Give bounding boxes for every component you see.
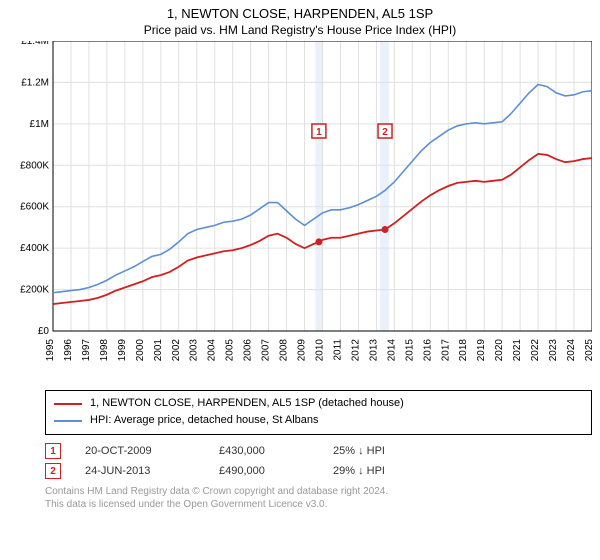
svg-text:2000: 2000 xyxy=(135,338,146,361)
legend: 1, NEWTON CLOSE, HARPENDEN, AL5 1SP (det… xyxy=(45,390,592,435)
sale-price: £490,000 xyxy=(219,465,309,477)
svg-text:2019: 2019 xyxy=(476,338,487,361)
legend-label: HPI: Average price, detached house, St A… xyxy=(90,412,319,430)
footnote-line: Contains HM Land Registry data © Crown c… xyxy=(45,485,592,498)
svg-text:2017: 2017 xyxy=(440,338,451,361)
svg-text:2005: 2005 xyxy=(225,338,236,361)
sale-row: 2 24-JUN-2013 £490,000 29% ↓ HPI xyxy=(45,461,592,481)
svg-text:2009: 2009 xyxy=(297,338,308,361)
svg-text:2: 2 xyxy=(382,127,388,138)
page-title: 1, NEWTON CLOSE, HARPENDEN, AL5 1SP xyxy=(0,0,600,23)
svg-text:1997: 1997 xyxy=(81,338,92,361)
svg-text:2013: 2013 xyxy=(368,338,379,361)
svg-text:1995: 1995 xyxy=(45,338,56,361)
footnote: Contains HM Land Registry data © Crown c… xyxy=(45,485,592,511)
svg-text:1999: 1999 xyxy=(117,338,128,361)
legend-swatch xyxy=(54,420,82,422)
legend-label: 1, NEWTON CLOSE, HARPENDEN, AL5 1SP (det… xyxy=(90,395,404,413)
svg-text:2021: 2021 xyxy=(512,338,523,361)
svg-text:2016: 2016 xyxy=(422,338,433,361)
svg-text:2010: 2010 xyxy=(315,338,326,361)
sale-date: 24-JUN-2013 xyxy=(85,465,195,477)
svg-text:£400K: £400K xyxy=(20,243,49,254)
svg-text:£1M: £1M xyxy=(30,119,49,130)
page-subtitle: Price paid vs. HM Land Registry's House … xyxy=(0,23,600,41)
sale-marker: 2 xyxy=(45,463,61,479)
chart-svg: £0 £200K £400K £600K £800K £1M £1.2M £1.4M 1995 1… xyxy=(8,41,592,381)
svg-text:1998: 1998 xyxy=(99,338,110,361)
svg-text:2001: 2001 xyxy=(153,338,164,361)
svg-text:£1.4M: £1.4M xyxy=(21,41,49,47)
svg-text:2002: 2002 xyxy=(171,338,182,361)
sale-row: 1 20-OCT-2009 £430,000 25% ↓ HPI xyxy=(45,441,592,461)
sale-date: 20-OCT-2009 xyxy=(85,445,195,457)
svg-text:£0: £0 xyxy=(38,326,50,337)
svg-text:£600K: £600K xyxy=(20,202,49,213)
svg-text:£1.2M: £1.2M xyxy=(21,77,49,88)
svg-text:2020: 2020 xyxy=(494,338,505,361)
sales-table: 1 20-OCT-2009 £430,000 25% ↓ HPI 2 24-JUN-201… xyxy=(45,441,592,481)
sale-price: £430,000 xyxy=(219,445,309,457)
svg-text:£800K: £800K xyxy=(20,160,49,171)
svg-text:2023: 2023 xyxy=(548,338,559,361)
sale-diff: 29% ↓ HPI xyxy=(333,465,433,477)
svg-text:2012: 2012 xyxy=(350,338,361,361)
svg-text:2015: 2015 xyxy=(404,338,415,361)
svg-text:2003: 2003 xyxy=(189,338,200,361)
footnote-line: This data is licensed under the Open Gov… xyxy=(45,498,592,511)
svg-text:2018: 2018 xyxy=(458,338,469,361)
svg-text:2004: 2004 xyxy=(207,338,218,361)
svg-text:2024: 2024 xyxy=(566,338,577,361)
legend-swatch xyxy=(54,403,82,405)
svg-text:2014: 2014 xyxy=(386,338,397,361)
svg-text:2008: 2008 xyxy=(279,338,290,361)
svg-text:2007: 2007 xyxy=(261,338,272,361)
svg-text:£200K: £200K xyxy=(20,284,49,295)
legend-item: HPI: Average price, detached house, St A… xyxy=(54,412,583,430)
price-chart: £0 £200K £400K £600K £800K £1M £1.2M £1.4M 1995 1… xyxy=(8,41,592,386)
svg-text:1: 1 xyxy=(316,127,322,138)
sale-marker: 1 xyxy=(45,443,61,459)
svg-text:2006: 2006 xyxy=(243,338,254,361)
legend-item: 1, NEWTON CLOSE, HARPENDEN, AL5 1SP (det… xyxy=(54,395,583,413)
svg-text:2022: 2022 xyxy=(530,338,541,361)
svg-text:2025: 2025 xyxy=(584,338,592,361)
sale-diff: 25% ↓ HPI xyxy=(333,445,433,457)
svg-text:2011: 2011 xyxy=(332,338,343,360)
svg-text:1996: 1996 xyxy=(63,338,74,361)
